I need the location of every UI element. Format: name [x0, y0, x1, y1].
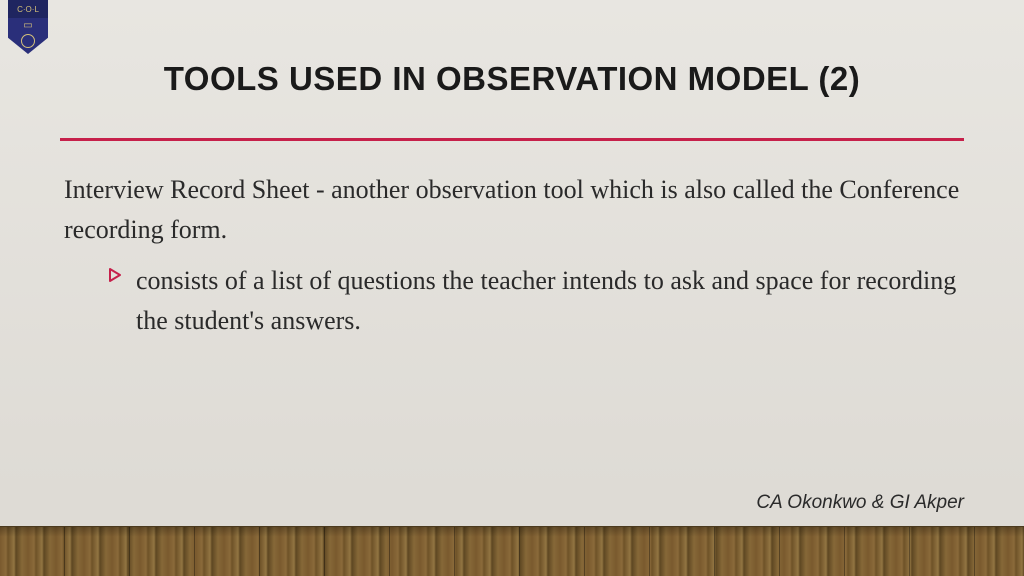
bullet-row: consists of a list of questions the teac… — [64, 261, 960, 342]
logo-shield: C·O·L ▭ — [8, 0, 48, 54]
title-divider — [60, 138, 964, 141]
logo-book-icon: ▭ — [8, 18, 48, 32]
slide-title: TOOLS USED IN OBSERVATION MODEL (2) — [0, 60, 1024, 98]
paragraph-intro: Interview Record Sheet - another observa… — [64, 170, 960, 251]
slide: C·O·L ▭ TOOLS USED IN OBSERVATION MODEL … — [0, 0, 1024, 576]
floor-graphic — [0, 526, 1024, 576]
logo-letters: C·O·L — [8, 0, 48, 18]
arrow-bullet-icon — [108, 267, 124, 283]
logo-globe-icon — [21, 34, 35, 48]
body-content: Interview Record Sheet - another observa… — [64, 170, 960, 341]
attribution: CA Okonkwo & GI Akper — [756, 492, 964, 514]
bullet-text: consists of a list of questions the teac… — [108, 261, 960, 342]
logo-badge: C·O·L ▭ — [8, 0, 48, 54]
